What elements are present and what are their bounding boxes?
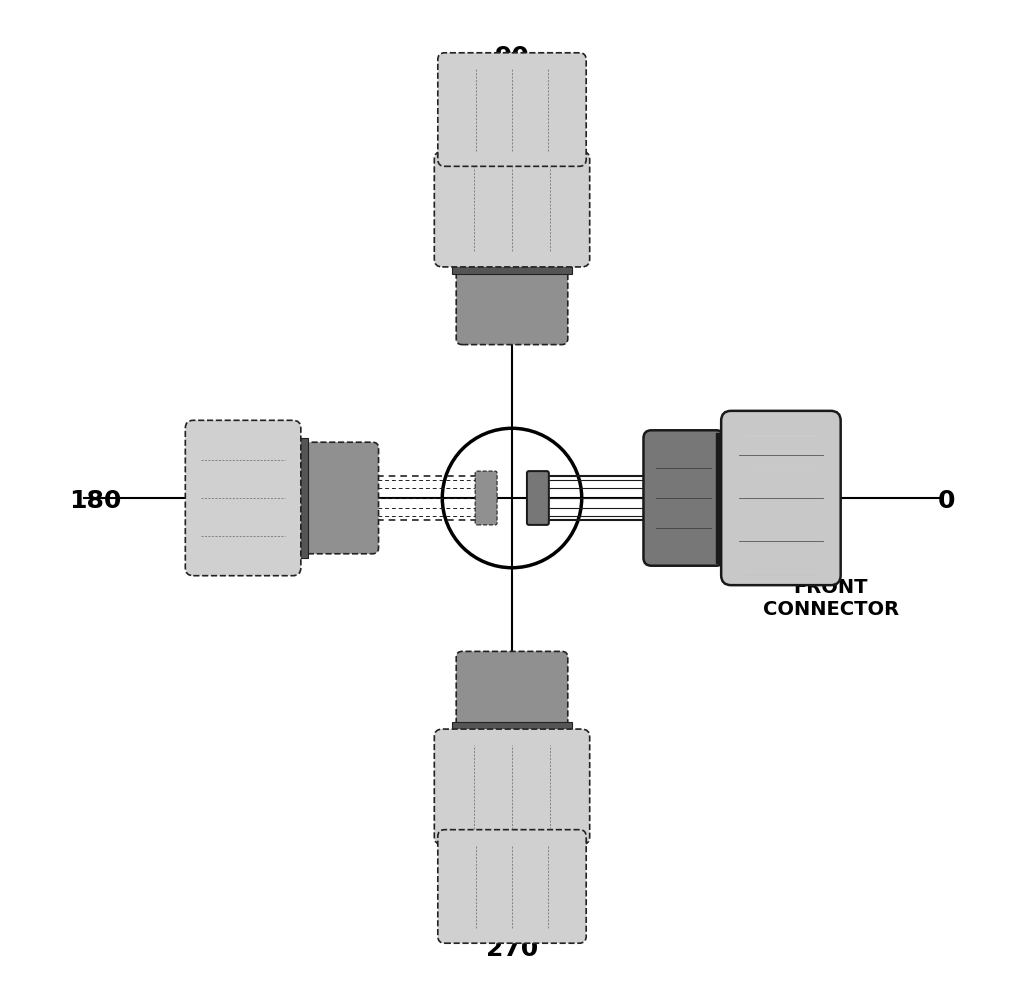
Text: FRONT
CONNECTOR: FRONT CONNECTOR [763,578,899,619]
FancyBboxPatch shape [475,471,497,525]
Text: 180: 180 [69,489,121,513]
FancyBboxPatch shape [434,151,590,267]
FancyBboxPatch shape [185,420,301,576]
Text: 270: 270 [485,937,539,961]
FancyBboxPatch shape [721,411,841,586]
Text: 90: 90 [495,45,529,69]
FancyBboxPatch shape [716,433,731,563]
FancyBboxPatch shape [527,471,549,525]
FancyBboxPatch shape [453,259,571,274]
FancyBboxPatch shape [453,722,571,737]
Text: 0: 0 [938,489,955,513]
FancyBboxPatch shape [485,760,539,782]
FancyBboxPatch shape [302,442,379,554]
FancyBboxPatch shape [434,729,590,845]
FancyBboxPatch shape [293,438,308,558]
FancyBboxPatch shape [485,214,539,236]
FancyBboxPatch shape [457,651,567,728]
FancyBboxPatch shape [438,53,586,166]
FancyBboxPatch shape [643,430,724,566]
FancyBboxPatch shape [438,830,586,943]
FancyBboxPatch shape [457,268,567,345]
